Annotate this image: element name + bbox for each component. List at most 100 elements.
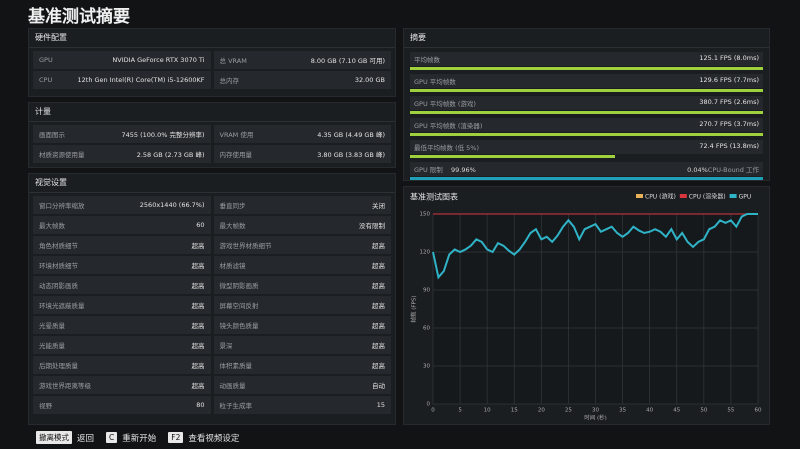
hint[interactable]: 撤离模式 返回 xyxy=(36,431,94,444)
value: 380.7 FPS (2.6ms) xyxy=(699,98,759,106)
panel-title: 计量 xyxy=(29,103,395,122)
value: 超高 xyxy=(191,362,205,370)
label: 最低平均帧数 (低 5%) xyxy=(414,144,480,152)
fps-bar xyxy=(410,133,763,136)
summary-panel: 摘要 平均帧数 125.1 FPS (8.0ms) GPU 平均帧数 129.6 FP… xyxy=(403,28,770,181)
footer: 撤离模式 返回 C 重新开始 F2 查看视频设定 xyxy=(36,431,239,444)
label: 微型阴影画质 xyxy=(219,282,259,290)
fps-bar xyxy=(410,155,615,158)
row: 角色材质细节 超高 游戏世界材质细节 超高 xyxy=(33,236,391,254)
summary-line: 平均帧数 125.1 FPS (8.0ms) xyxy=(410,52,763,66)
legend-label: CPU (游戏) xyxy=(645,193,676,201)
y-tick-label: 30 xyxy=(423,364,430,370)
value: 2.58 GB (2.73 GB 峰) xyxy=(136,151,205,159)
summary-line: GPU 平均帧数 129.6 FPS (7.7ms) xyxy=(410,74,763,88)
row: 动态阴影画质 超高 微型阴影画质 超高 xyxy=(33,276,391,294)
label: 游戏世界距离等级 xyxy=(39,382,91,390)
value: 超高 xyxy=(191,262,205,270)
key[interactable]: C xyxy=(106,432,118,443)
key[interactable]: F2 xyxy=(168,432,184,443)
x-tick-label: 0 xyxy=(431,408,435,414)
panel-title: 视觉设置 xyxy=(29,174,395,193)
cell: VRAM 使用 4.35 GB (4.49 GB 峰) xyxy=(213,125,391,143)
value: 60 xyxy=(196,221,205,229)
x-tick-label: 50 xyxy=(700,408,707,414)
label: CPU-Bound 工作 xyxy=(707,166,759,174)
value: 自动 xyxy=(372,382,385,390)
value: 超高 xyxy=(191,302,205,310)
value: 超高 xyxy=(372,322,385,330)
x-tick-label: 30 xyxy=(592,408,599,414)
gpu-limit-bar xyxy=(410,177,763,180)
rows: 画面图示 7455 (100.0% 完整分辨率) VRAM 使用 4.35 GB (4… xyxy=(29,122,395,168)
x-axis-label: 时间 (秒) xyxy=(584,414,607,422)
cell: GPU NVIDIA GeForce RTX 3070 Ti xyxy=(33,51,211,69)
cell: 粒子生成率 15 xyxy=(213,396,391,414)
cell: 最大帧数 没有限制 xyxy=(213,216,391,234)
summary-line: 最低平均帧数 (低 5%) 72.4 FPS (13.8ms) xyxy=(410,140,763,154)
hint-label[interactable]: 重新开始 xyxy=(122,433,157,444)
hint[interactable]: F2 查看视频设定 xyxy=(168,431,239,444)
value: 超高 xyxy=(372,342,385,350)
hint-label[interactable]: 查看视频设定 xyxy=(188,433,240,444)
x-tick-label: 45 xyxy=(673,408,680,414)
cell: 微型阴影画质 超高 xyxy=(213,276,391,294)
row: 游戏世界距离等级 超高 动画质量 自动 xyxy=(33,376,391,394)
cell: 最大帧数 60 xyxy=(33,216,211,234)
value: 0.04% xyxy=(687,166,708,174)
label: 环境材质细节 xyxy=(39,262,78,270)
label: 最大帧数 xyxy=(39,222,65,230)
value: 超高 xyxy=(372,242,385,250)
row: 画面图示 7455 (100.0% 完整分辨率) VRAM 使用 4.35 GB (4… xyxy=(33,125,391,143)
gpu-limit-row: GPU 限制 99.96% 0.04%CPU-Bound 工作 xyxy=(410,162,763,180)
label: 光晕质量 xyxy=(39,322,65,330)
label: 角色材质细节 xyxy=(39,242,78,250)
value: 4.35 GB (4.49 GB 峰) xyxy=(317,131,385,139)
metrics-panel: 计量 画面图示 7455 (100.0% 完整分辨率) VRAM 使用 4.35 GB… xyxy=(28,102,396,168)
y-tick-label: 60 xyxy=(423,326,430,332)
value: 超高 xyxy=(372,302,385,310)
summary-line: GPU 平均帧数 (渲染器) 270.7 FPS (3.7ms) xyxy=(410,118,763,132)
cell: 垂直同步 关闭 xyxy=(213,196,391,214)
legend-swatch xyxy=(679,194,687,198)
summary-rows: 平均帧数 125.1 FPS (8.0ms) GPU 平均帧数 129.6 FPS (… xyxy=(404,48,769,158)
legend-swatch xyxy=(729,194,737,198)
cell: 景深 超高 xyxy=(213,336,391,354)
label: 景深 xyxy=(219,342,233,350)
cell: 窗口分辨率缩放 2560x1440 (66.7%) xyxy=(33,196,211,214)
label: 镜头颜色质量 xyxy=(219,322,259,330)
label: 体积素质量 xyxy=(219,362,253,370)
row: 环境材质细节 超高 材质滤镜 超高 xyxy=(33,256,391,274)
cell: 环境光遮蔽质量 超高 xyxy=(33,296,211,314)
visual-panel: 视觉设置 窗口分辨率缩放 2560x1440 (66.7%) 垂直同步 关闭最大帧数 6… xyxy=(28,173,396,425)
row: 视野 80 粒子生成率 15 xyxy=(33,396,391,414)
label: 粒子生成率 xyxy=(219,402,253,410)
cell: 内存使用量 3.80 GB (3.83 GB 峰) xyxy=(213,145,391,163)
label: 总内存 xyxy=(219,77,240,85)
row: 光晕质量 超高 镜头颜色质量 超高 xyxy=(33,316,391,334)
row: CPU 12th Gen Intel(R) Core(TM) i5-12600KF… xyxy=(33,71,391,89)
summary-row: GPU 平均帧数 129.6 FPS (7.7ms) xyxy=(410,74,763,92)
label: GPU xyxy=(39,56,53,64)
value: 超高 xyxy=(191,342,205,350)
value: 超高 xyxy=(372,262,385,270)
cell: 材质滤镜 超高 xyxy=(213,256,391,274)
label: 垂直同步 xyxy=(219,202,246,210)
label: 动态阴影画质 xyxy=(39,282,78,290)
cell: 屏幕空间反射 超高 xyxy=(213,296,391,314)
value: 没有限制 xyxy=(359,222,385,230)
label: 最大帧数 xyxy=(219,222,246,230)
value: 超高 xyxy=(372,282,385,290)
hint[interactable]: C 重新开始 xyxy=(106,431,156,444)
label: 窗口分辨率缩放 xyxy=(39,202,85,210)
x-tick-label: 10 xyxy=(484,408,491,414)
cell: CPU 12th Gen Intel(R) Core(TM) i5-12600KF xyxy=(33,71,211,89)
fps-bar xyxy=(410,67,763,70)
key[interactable]: 撤离模式 xyxy=(36,431,72,444)
chart-panel: 基准测试图表 CPU (游戏) CPU (渲染器) GPU 0 30 60 90 120 15… xyxy=(403,186,770,425)
label: 平均帧数 xyxy=(414,56,440,64)
label: 总 VRAM xyxy=(219,57,247,65)
x-tick-label: 35 xyxy=(619,408,626,414)
hint-label[interactable]: 返回 xyxy=(77,433,95,444)
x-tick-label: 20 xyxy=(538,408,545,414)
